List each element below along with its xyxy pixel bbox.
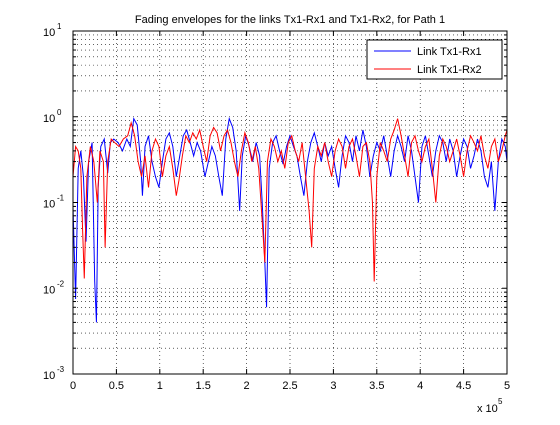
y-tick-label-base: 10 — [43, 27, 55, 39]
series-line-1 — [72, 116, 508, 323]
x-tick-label: 4.5 — [456, 380, 471, 392]
y-tick-label-base: 10 — [43, 284, 55, 296]
tick-marks — [72, 31, 508, 375]
y-tick-label-base: 10 — [43, 113, 55, 125]
x-tick-label: 4 — [417, 380, 423, 392]
x-tick-label: 5 — [504, 380, 510, 392]
legend-label-2: Link Tx1-Rx2 — [417, 64, 482, 76]
grid-lines — [73, 31, 507, 374]
y-tick-label: 10-1 — [43, 194, 65, 211]
chart-title: Fading envelopes for the links Tx1-Rx1 a… — [135, 14, 445, 26]
x-multiplier-base: x 10 — [477, 403, 498, 415]
y-tick-label: 10-2 — [43, 279, 65, 296]
y-tick-label-exponent: 0 — [57, 108, 62, 117]
series-group — [72, 116, 508, 323]
y-tick-label: 10-3 — [43, 365, 65, 382]
legend: Link Tx1-Rx1 Link Tx1-Rx2 — [366, 39, 503, 80]
x-tick-label: 2.5 — [282, 380, 297, 392]
legend-label-1: Link Tx1-Rx1 — [417, 46, 482, 58]
y-tick-label-exponent: -1 — [57, 194, 65, 203]
x-multiplier-exponent: 5 — [498, 397, 503, 406]
x-tick-label: 1.5 — [196, 380, 211, 392]
y-tick-label-exponent: -3 — [57, 365, 65, 374]
legend-box — [366, 39, 503, 80]
y-tick-label-base: 10 — [43, 370, 55, 382]
x-tick-labels: 0 0.5 1 1.5 2 2.5 3 3.5 4 4.5 5 — [70, 380, 510, 392]
y-tick-label-exponent: 1 — [57, 22, 62, 31]
y-tick-label-base: 10 — [43, 199, 55, 211]
x-tick-label: 3 — [330, 380, 336, 392]
x-tick-label: 2 — [244, 380, 250, 392]
series-line-2 — [72, 118, 508, 282]
x-tick-label: 3.5 — [369, 380, 384, 392]
y-tick-label: 100 — [43, 108, 62, 125]
y-tick-label: 101 — [43, 22, 62, 39]
x-tick-label: 1 — [157, 380, 163, 392]
x-multiplier: x 10 5 — [477, 397, 503, 415]
x-tick-label: 0 — [70, 380, 76, 392]
y-tick-label-exponent: -2 — [57, 279, 65, 288]
x-tick-label: 0.5 — [109, 380, 124, 392]
